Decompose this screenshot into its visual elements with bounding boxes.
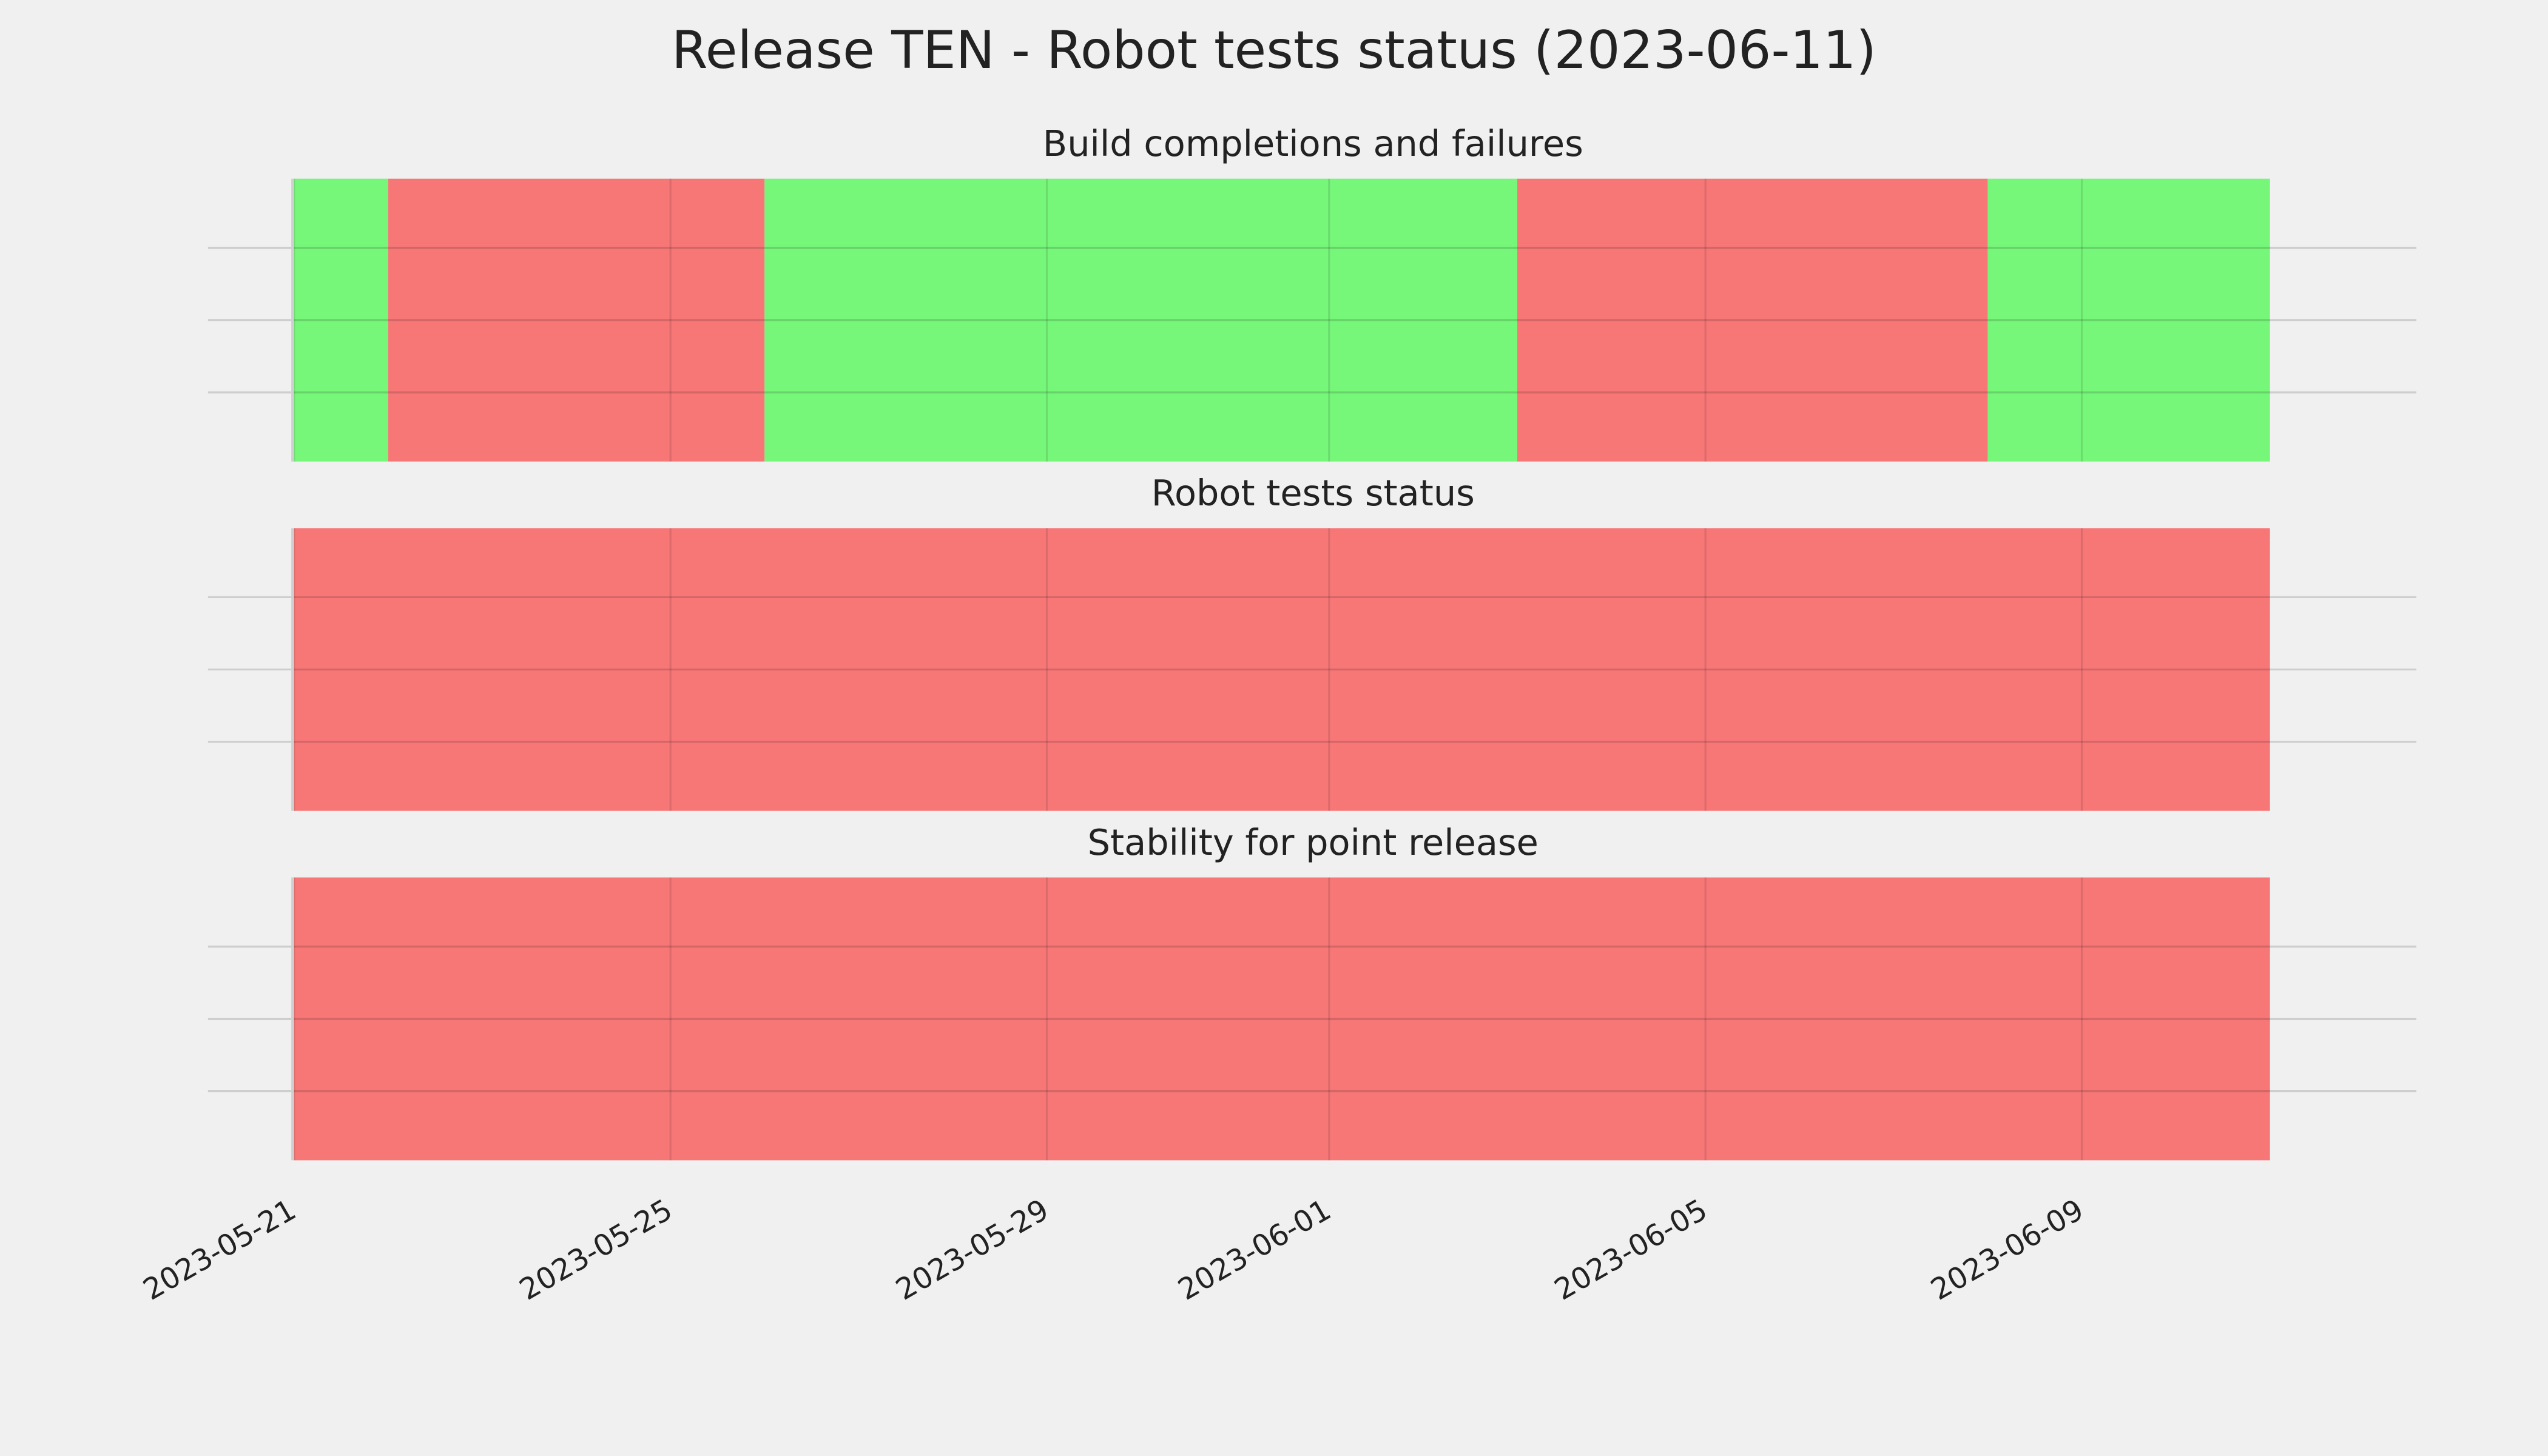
status-segment xyxy=(764,178,1517,462)
status-segment xyxy=(1987,178,2270,462)
status-segment xyxy=(294,178,388,462)
status-segment xyxy=(1517,178,1988,462)
status-segment xyxy=(294,528,2270,811)
figure-title: Release TEN - Robot tests status (2023-0… xyxy=(672,20,1876,81)
subplot-title: Robot tests status xyxy=(1151,472,1475,514)
status-segment xyxy=(388,178,765,462)
subplot-title: Stability for point release xyxy=(1088,821,1539,863)
subplot-title: Build completions and failures xyxy=(1043,123,1583,164)
status-segment xyxy=(294,877,2270,1161)
